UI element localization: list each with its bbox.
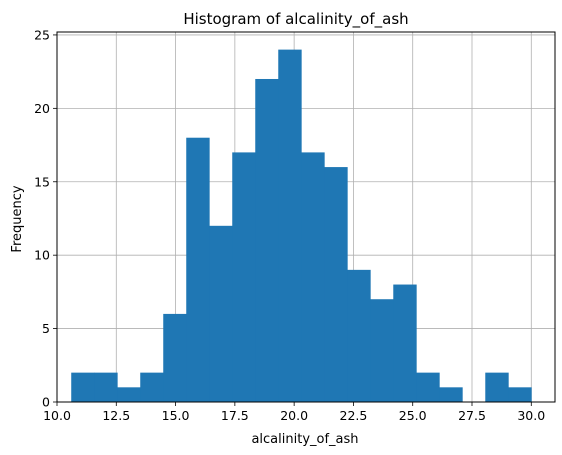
x-tick-label: 12.5 (102, 408, 130, 423)
x-tick-label: 17.5 (221, 408, 249, 423)
histogram-bars (71, 49, 532, 402)
y-tick-label: 15 (34, 174, 50, 189)
histogram-bar (508, 387, 532, 402)
histogram-bar (255, 78, 279, 402)
histogram-bar (186, 137, 210, 402)
histogram-bar (232, 152, 256, 402)
y-tick-label: 10 (34, 248, 50, 263)
histogram-bar (71, 372, 95, 402)
histogram-bar (485, 372, 509, 402)
histogram-bar (140, 372, 164, 402)
y-tick-label: 0 (42, 395, 50, 410)
histogram-bar (278, 49, 302, 402)
y-axis-label: Frequency (10, 185, 25, 252)
histogram-bar (370, 299, 394, 402)
histogram-bar (117, 387, 141, 402)
x-tick-label: 15.0 (162, 408, 190, 423)
x-tick-label: 30.0 (517, 408, 545, 423)
plot-frame (56, 31, 556, 403)
x-tick-label: 10.0 (43, 408, 71, 423)
histogram-bar (393, 284, 417, 402)
chart-title: Histogram of alcalinity_of_ash (183, 10, 408, 29)
x-tick-label: 27.5 (458, 408, 486, 423)
y-axis-ticks: 0 5 10 15 20 25 (34, 27, 57, 410)
histogram-bar (416, 372, 440, 402)
x-axis-label: alcalinity_of_ash (251, 432, 358, 447)
histogram-bar (209, 225, 233, 402)
x-tick-label: 22.5 (340, 408, 368, 423)
histogram-bar (347, 269, 371, 402)
x-tick-label: 25.0 (399, 408, 427, 423)
histogram-bar (163, 313, 187, 402)
histogram-bar (94, 372, 118, 402)
x-axis-ticks: 10.0 12.5 15.0 17.5 20.0 22.5 25.0 27.5 30.0 (43, 402, 545, 423)
y-tick-label: 5 (42, 321, 50, 336)
x-tick-label: 20.0 (280, 408, 308, 423)
y-tick-label: 20 (34, 101, 50, 116)
y-tick-label: 25 (34, 27, 50, 42)
histogram-bar (324, 167, 348, 402)
histogram-bar (301, 152, 325, 402)
histogram-bar (439, 387, 463, 402)
